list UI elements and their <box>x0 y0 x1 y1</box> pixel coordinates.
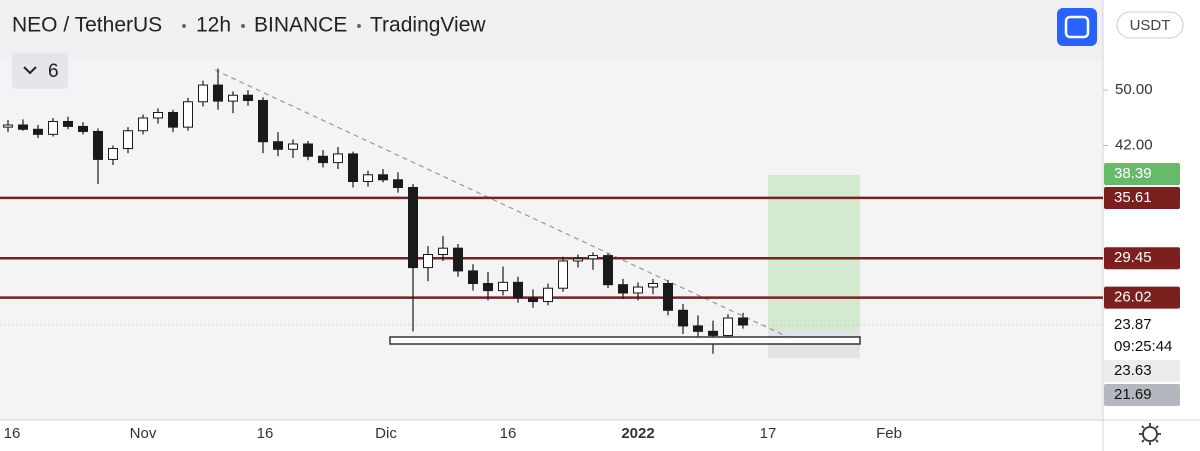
candle-body <box>438 247 448 256</box>
candle-body <box>543 287 553 303</box>
price-label-box <box>1104 359 1180 382</box>
separator <box>241 24 245 28</box>
candle-body <box>723 317 733 336</box>
price-label: 29.45 <box>1114 249 1152 266</box>
candle-body <box>138 117 148 132</box>
plot-background <box>0 0 1103 420</box>
candle-body <box>693 325 703 332</box>
exchange: BINANCE <box>254 14 347 37</box>
candle-body <box>198 84 208 103</box>
candle-body <box>333 153 343 164</box>
candle-body <box>633 286 643 294</box>
candle-body <box>153 111 163 119</box>
candle-body <box>558 260 568 289</box>
candle-body <box>678 309 688 327</box>
candle-body <box>528 297 538 303</box>
indicator-toggle[interactable] <box>12 53 68 89</box>
candle-body <box>468 270 478 285</box>
price-label-box <box>1104 313 1180 358</box>
candle-body <box>393 179 403 188</box>
candle-body <box>3 124 13 128</box>
candle-body <box>168 111 178 128</box>
candle-body <box>648 283 658 288</box>
candle-body <box>318 155 328 164</box>
candle-body <box>243 94 253 101</box>
trend-line <box>214 69 791 339</box>
candle-body <box>708 330 718 336</box>
candle-body <box>498 281 508 292</box>
x-tick-label: Dic <box>375 425 397 442</box>
candle-body <box>573 258 583 262</box>
candle-body <box>93 130 103 160</box>
support-box <box>389 336 861 345</box>
candle-body <box>663 283 673 311</box>
candle-body <box>213 84 223 102</box>
price-label: 26.02 <box>1114 289 1152 306</box>
price-label-box <box>1104 187 1180 210</box>
currency: USDT <box>1130 17 1171 34</box>
x-tick-label: Nov <box>130 425 157 442</box>
candle-body <box>378 174 388 181</box>
candle-body <box>228 94 238 102</box>
x-tick-label: Feb <box>876 425 902 442</box>
indicator-count: 6 <box>48 61 59 82</box>
candle-body <box>33 128 43 135</box>
target-zone <box>768 175 860 330</box>
candle-body <box>363 174 373 183</box>
x-tick-label: 2022 <box>621 425 654 442</box>
price-label-box <box>1104 286 1180 309</box>
header-bar <box>0 0 1103 60</box>
chevron-icon <box>23 66 37 75</box>
price-label-box <box>1104 247 1180 270</box>
countdown: 09:25:44 <box>1114 338 1172 355</box>
candle-body <box>48 120 58 135</box>
interval: 12h <box>196 14 231 37</box>
candle-body <box>738 317 748 326</box>
candle-body <box>123 130 133 150</box>
candle-body <box>453 247 463 272</box>
candle-body <box>618 284 628 294</box>
price-label: 38.39 <box>1114 165 1152 182</box>
separator <box>182 24 186 28</box>
source: TradingView <box>370 14 486 37</box>
candle-body <box>273 141 283 150</box>
candle-body <box>78 125 88 132</box>
symbol: NEO / TetherUS <box>12 14 162 37</box>
candle-body <box>288 143 298 150</box>
x-tick-label: 16 <box>500 425 517 442</box>
candle-body <box>108 148 118 160</box>
candle-body <box>513 281 523 299</box>
x-tick-label: 16 <box>4 425 21 442</box>
fullscreen-button[interactable] <box>1057 8 1097 46</box>
candle-body <box>258 99 268 143</box>
price-label-box <box>1104 383 1180 406</box>
candle-body <box>483 283 493 292</box>
settings-icon[interactable] <box>1139 423 1161 445</box>
price-label: 23.87 <box>1114 316 1152 333</box>
candle-body <box>348 153 358 183</box>
candle-body <box>423 254 433 269</box>
fullscreen-icon <box>1064 15 1090 39</box>
x-tick-label: 17 <box>760 425 777 442</box>
price-label: 23.63 <box>1114 362 1152 379</box>
candle-body <box>588 255 598 260</box>
candle-body <box>18 124 28 130</box>
candle-body <box>63 120 73 127</box>
currency-pill[interactable] <box>1116 11 1184 39</box>
candle-body <box>183 101 193 128</box>
price-label: 21.69 <box>1114 386 1152 403</box>
separator <box>357 24 361 28</box>
y-tick-label: 42.00 <box>1115 136 1153 153</box>
y-tick-label: 50.00 <box>1115 81 1153 98</box>
candle-body <box>603 255 613 286</box>
candle-body <box>303 143 313 157</box>
price-label-box <box>1104 163 1180 186</box>
x-tick-label: 16 <box>257 425 274 442</box>
candle-body <box>408 186 418 269</box>
price-label: 35.61 <box>1114 189 1152 206</box>
